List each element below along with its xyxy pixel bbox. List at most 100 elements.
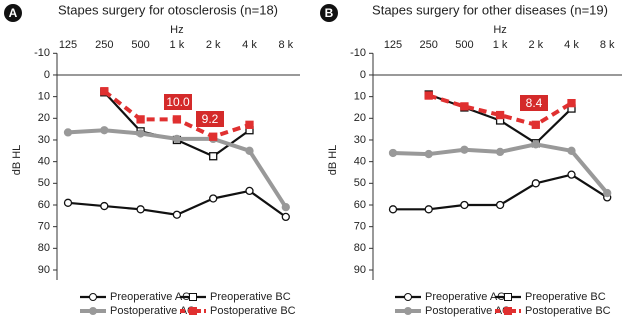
point [245,120,254,129]
point [245,146,254,155]
point [281,212,290,222]
y-tick-label: 0 [44,69,50,81]
x-tick-label: 1 k [170,39,185,51]
y-tick-label: 80 [354,242,366,254]
y-tick-label: 20 [354,112,366,124]
panel-badge [4,4,22,22]
y-tick-label: 0 [360,69,366,81]
panel-label: B [325,6,334,20]
y-axis-label: dB HL [327,145,339,176]
x-tick-label: 250 [420,39,438,51]
point [424,91,433,100]
x-axis-label: Hz [170,24,183,36]
point [495,147,505,157]
point [460,200,469,210]
y-axis-label: dB HL [11,145,23,176]
panel-badge [320,4,338,22]
point [136,129,145,138]
x-tick-label: 125 [384,39,402,51]
annotation-box [520,95,548,111]
point [172,210,182,219]
series-line [428,93,573,127]
x-tick-label: 8 k [278,39,293,51]
point [531,140,540,149]
point [495,110,505,120]
legend-marker [504,307,512,315]
point [245,186,254,196]
y-tick-label: 30 [38,134,50,146]
y-tick-label: 70 [38,221,50,233]
x-tick-label: 500 [131,39,149,51]
chart-title: Stapes surgery for other diseases (n=19) [372,2,608,17]
legend-label: Postoperative BC [525,305,611,317]
point [531,179,540,188]
y-tick-label: 50 [38,177,50,189]
point [281,203,290,212]
legend-marker [504,293,512,301]
legend-label: Postoperative AC [425,305,510,317]
y-tick-label: 50 [354,177,366,189]
panel-label: A [9,6,18,20]
x-tick-label: 1 k [493,39,508,51]
legend-marker [89,307,97,315]
y-tick-label: 70 [354,221,366,233]
y-tick-label: 90 [38,264,50,276]
legend-label: Preoperative BC [525,291,606,303]
annotation: 10.0 [166,95,190,109]
chart-title: Stapes surgery for otosclerosis (n=18) [58,2,278,17]
point [209,152,218,161]
legend-label: Preoperative BC [210,291,291,303]
annotation: 8.4 [526,96,543,110]
point [136,205,145,214]
legend-label: Preoperative AC [425,291,505,303]
point [100,126,109,135]
annotation-box [164,94,192,110]
legend-marker [189,307,197,315]
legend-label: Postoperative BC [210,305,296,317]
point [424,149,433,159]
y-tick-label: 60 [354,199,366,211]
point [388,205,398,214]
x-tick-label: 2 k [206,39,221,51]
legend-label: Preoperative AC [110,291,190,303]
legend-marker [189,293,197,301]
point [100,201,109,211]
y-tick-label: 40 [38,156,50,168]
y-tick-label: 80 [38,242,50,254]
x-tick-label: 8 k [600,39,615,51]
y-tick-label: 90 [354,264,366,276]
x-tick-label: 4 k [564,39,579,51]
point [209,194,218,203]
annotation-box [196,111,224,127]
legend-label: Postoperative AC [110,305,195,317]
point [567,98,576,108]
y-tick-label: 40 [354,156,366,168]
annotation: 9.2 [202,112,219,126]
point [603,188,612,198]
point [172,134,182,144]
point [531,120,540,129]
x-tick-label: 2 k [528,39,543,51]
y-tick-label: 60 [38,199,50,211]
y-tick-label: 10 [354,91,366,103]
y-tick-label: -10 [34,47,50,59]
y-tick-label: -10 [350,47,366,59]
point [460,102,469,111]
x-tick-label: 125 [59,39,77,51]
point [388,148,398,158]
y-tick-label: 30 [354,134,366,146]
legend-marker [89,293,97,301]
y-tick-label: 20 [38,112,50,124]
legend-marker [404,307,412,315]
point [63,128,73,137]
legend-marker [404,293,412,301]
y-tick-label: 10 [38,91,50,103]
point [495,200,505,210]
point [172,115,182,124]
point [424,205,433,214]
x-tick-label: 4 k [242,39,257,51]
point [567,170,576,179]
point [63,198,73,207]
point [136,115,145,124]
